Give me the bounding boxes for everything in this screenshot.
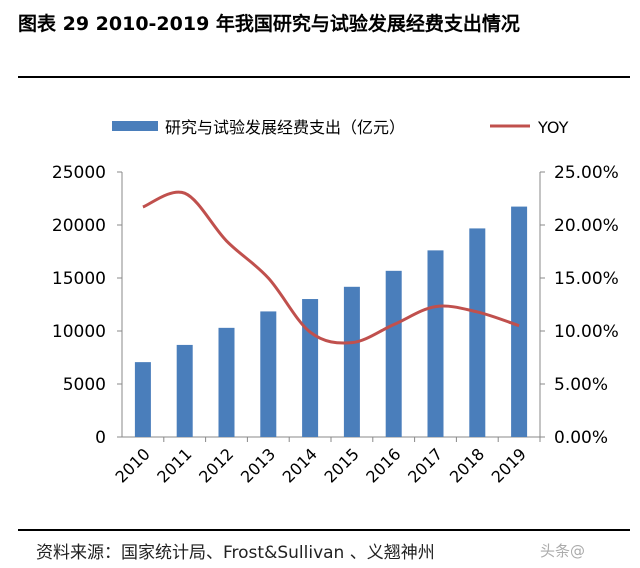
bar-2019 [511,206,528,437]
y2-tick-label: 20.00% [554,216,619,236]
y-tick-label: 0 [95,428,106,448]
y2-tick-label: 10.00% [554,322,619,342]
y2-tick-label: 5.00% [554,375,608,395]
x-tick-label: 2017 [404,444,446,486]
x-tick-label: 2016 [362,444,404,486]
x-tick-label: 2010 [112,444,154,486]
x-tick-label: 2015 [321,444,363,486]
legend-bar-swatch [112,121,158,131]
yoy-line [142,190,520,345]
legend-line-label: YOY [537,118,569,137]
footer-divider [18,529,630,531]
title-divider [18,76,630,78]
y-tick-label: 10000 [52,322,106,342]
bar-2013 [260,311,277,437]
y-tick-label: 5000 [63,375,106,395]
x-tick-label: 2012 [195,444,237,486]
y-tick-label: 15000 [52,269,106,289]
bar-2015 [343,286,360,437]
bar-2012 [218,327,235,437]
y2-tick-label: 25.00% [554,163,619,183]
x-tick-label: 2019 [488,444,530,486]
y-tick-label: 20000 [52,216,106,236]
y-tick-label: 25000 [52,163,106,183]
legend-bar-label: 研究与试验发展经费支出（亿元） [165,118,405,137]
bar-2018 [469,228,486,437]
bar-2014 [302,299,319,437]
source-note: 资料来源：国家统计局、Frost&Sullivan 、义翘神州 [36,543,435,563]
bar-2017 [427,250,444,437]
chart: 0 5000 10000 15000 20000 25000 0.00% 5.00% 10.00… [52,118,619,487]
bar-2011 [176,344,193,437]
x-tick-label: 2013 [237,444,279,486]
x-tick-label: 2018 [446,444,488,486]
x-tick-label: 2014 [279,444,321,486]
watermark: 头条@ [540,542,586,560]
figure-title: 图表 29 2010-2019 年我国研究与试验发展经费支出情况 [18,13,520,35]
bar-2016 [385,270,402,437]
y2-tick-label: 0.00% [554,428,608,448]
y2-tick-label: 15.00% [554,269,619,289]
bar-2010 [134,362,151,437]
x-tick-label: 2011 [153,444,195,486]
